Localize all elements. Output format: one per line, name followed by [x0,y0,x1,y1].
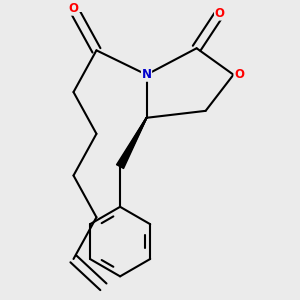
Text: O: O [214,7,224,20]
Text: O: O [234,68,244,81]
Text: O: O [68,2,79,15]
Text: N: N [142,68,152,81]
